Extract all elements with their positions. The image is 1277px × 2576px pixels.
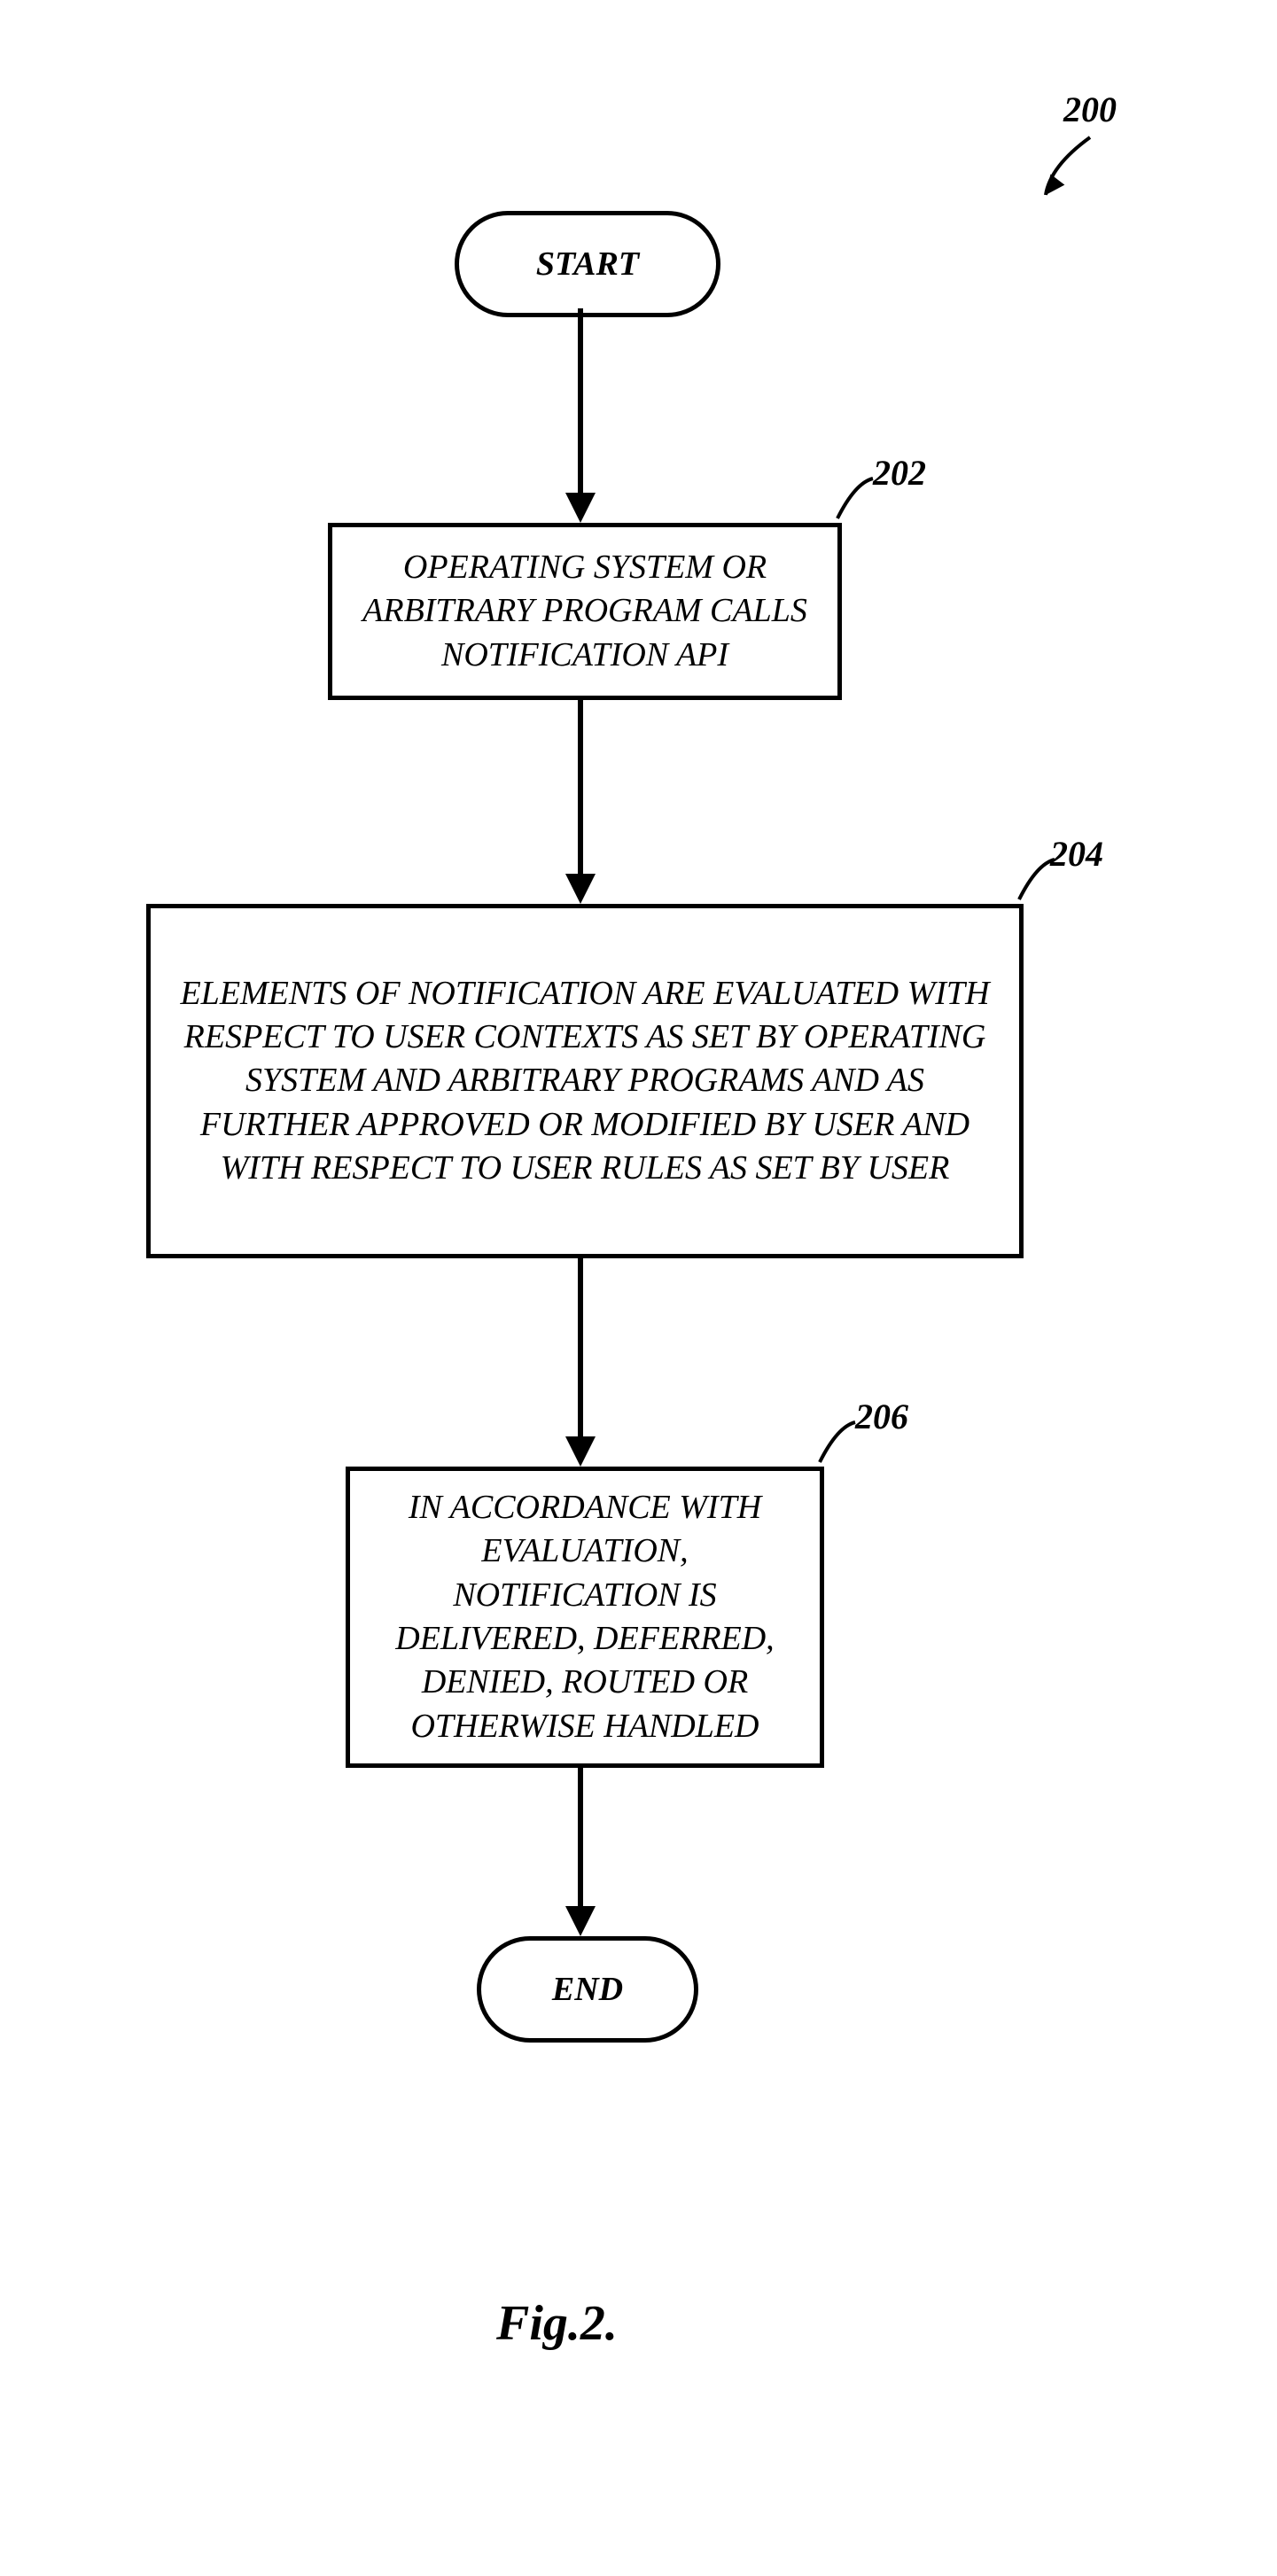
arrow-head-1 — [565, 874, 596, 904]
arrow-line-0 — [578, 308, 583, 493]
figure-label: Fig.2. — [496, 2295, 618, 2352]
arrow-head-3 — [565, 1906, 596, 1936]
arrow-head-2 — [565, 1436, 596, 1467]
callout-b206 — [0, 0, 1277, 2576]
arrow-head-0 — [565, 493, 596, 523]
arrow-line-2 — [578, 1258, 583, 1436]
arrow-line-1 — [578, 700, 583, 874]
arrow-line-3 — [578, 1768, 583, 1906]
